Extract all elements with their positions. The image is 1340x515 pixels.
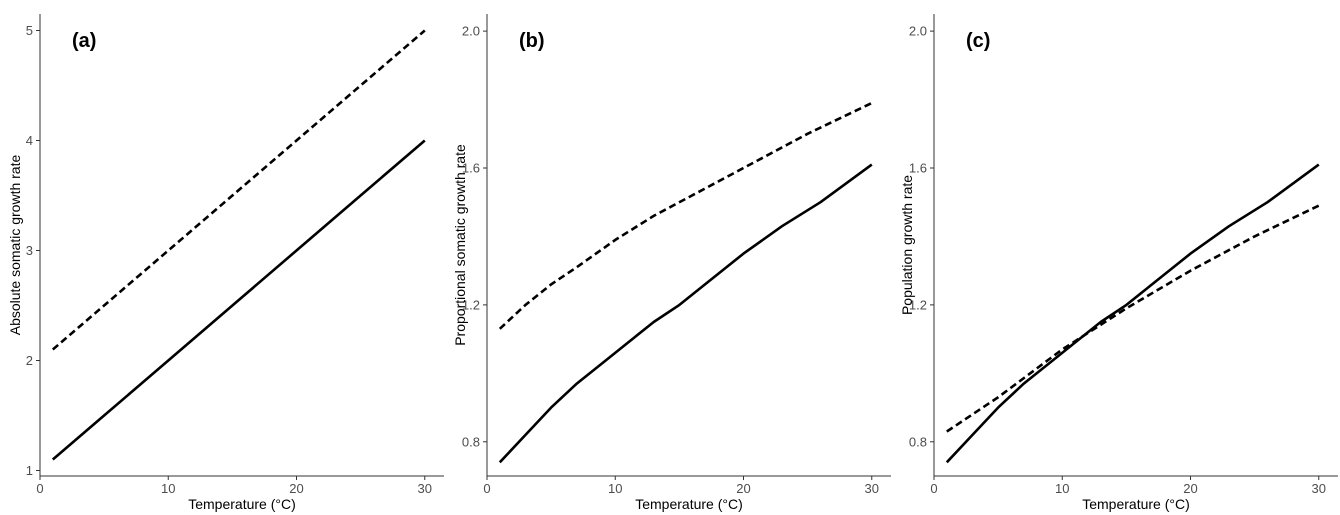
panel-b: 0 10 20 30 0.8 1.2 1.6 2.0 (b) Temperature (°C) Pr… — [452, 14, 891, 512]
series-line-dashed — [498, 101, 873, 330]
series-line-solid — [498, 163, 873, 464]
panel-a: 0 10 20 30 1 2 3 4 5 (a) Temperature (°C) Absolute … — [7, 14, 444, 512]
x-tick-label: 20 — [289, 481, 303, 496]
x-tick-label: 30 — [1312, 481, 1326, 496]
x-tick-label: 10 — [161, 481, 175, 496]
x-tick-label: 30 — [865, 481, 879, 496]
series-line-solid — [945, 163, 1320, 464]
x-tick-label: 0 — [930, 481, 937, 496]
x-tick-label: 0 — [483, 481, 490, 496]
y-tick-label: 5 — [26, 23, 33, 38]
x-axis-title: Temperature (°C) — [188, 496, 296, 512]
x-axis-title: Temperature (°C) — [1082, 496, 1190, 512]
panel-label: (a) — [72, 30, 96, 52]
x-tick-label: 20 — [736, 481, 750, 496]
y-tick-label: 2.0 — [909, 24, 927, 39]
y-tick-label: 1.2 — [462, 297, 480, 312]
y-tick-label: 3 — [26, 243, 33, 258]
x-tick-label: 10 — [608, 481, 622, 496]
y-tick-label: 1.6 — [909, 161, 927, 176]
y-axis-title: Population growth rate — [899, 175, 915, 315]
panel-label: (b) — [519, 30, 545, 52]
y-tick-label: 1.6 — [462, 161, 480, 176]
x-axis-title: Temperature (°C) — [635, 496, 743, 512]
series-line-dashed — [946, 204, 1320, 433]
y-tick-label: 0.8 — [462, 434, 480, 449]
y-tick-label: 2.0 — [462, 24, 480, 39]
y-tick-label: 1 — [26, 463, 33, 478]
x-tick-label: 10 — [1055, 481, 1069, 496]
panel-c: 0 10 20 30 0.8 1.2 1.6 2.0 (c) Temperature (°C) Po… — [899, 14, 1338, 512]
y-tick-label: 1.2 — [909, 297, 927, 312]
series-line-dashed — [51, 29, 426, 351]
y-tick-label: 4 — [26, 133, 33, 148]
y-axis-title: Proportional somatic growth rate — [452, 144, 468, 346]
panel-label: (c) — [966, 30, 990, 52]
series-line-solid — [51, 139, 426, 461]
y-axis-title: Absolute somatic growth rate — [7, 155, 23, 336]
x-tick-label: 0 — [36, 481, 43, 496]
x-tick-label: 20 — [1183, 481, 1197, 496]
y-tick-label: 2 — [26, 353, 33, 368]
y-tick-label: 0.8 — [909, 434, 927, 449]
x-tick-label: 30 — [418, 481, 432, 496]
